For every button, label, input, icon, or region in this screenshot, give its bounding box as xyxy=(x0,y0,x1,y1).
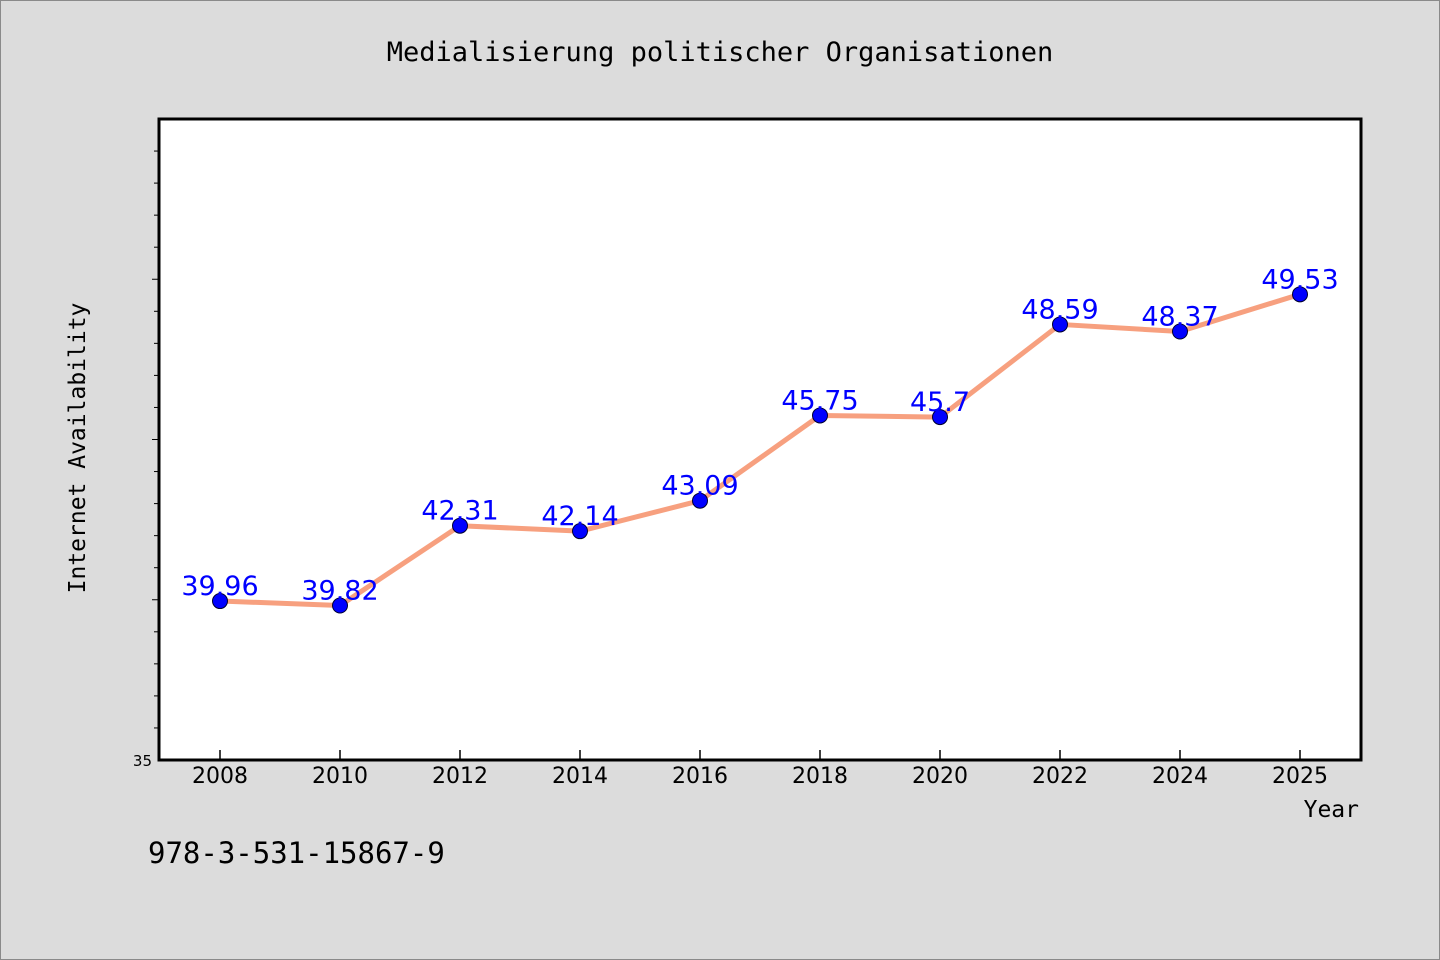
y-axis-label: Internet Availability xyxy=(65,303,91,594)
y-tick-label: 35 xyxy=(133,752,152,770)
x-axis-label: Year xyxy=(1304,797,1359,823)
data-label: 48.59 xyxy=(1021,294,1098,325)
y-axis-ticks xyxy=(152,150,159,729)
data-point xyxy=(1292,286,1308,303)
x-axis-ticks xyxy=(219,750,1301,760)
data-label: 43.09 xyxy=(661,471,738,502)
data-point xyxy=(572,523,588,540)
data-point xyxy=(692,492,708,509)
data-point xyxy=(452,517,468,534)
x-tick-label: 2025 xyxy=(1272,764,1328,789)
x-tick-label: 2010 xyxy=(312,764,368,789)
data-labels: 39.96 39.82 42.31 42.14 43.09 45.75 45.7 48.59 4… xyxy=(181,264,1338,606)
x-tick-label: 2008 xyxy=(192,764,248,789)
data-label: 49.53 xyxy=(1261,264,1338,295)
isbn-text: 978-3-531-15867-9 xyxy=(148,836,445,870)
series-markers xyxy=(212,286,1308,614)
plot-area xyxy=(157,117,1363,762)
data-label: 39.96 xyxy=(181,571,258,602)
data-point xyxy=(212,593,228,610)
x-tick-label: 2012 xyxy=(432,764,488,789)
data-point xyxy=(1172,323,1188,340)
series-line xyxy=(217,291,1303,609)
data-point xyxy=(812,407,828,424)
x-tick-label: 2022 xyxy=(1032,764,1088,789)
data-point xyxy=(1052,316,1068,333)
data-point xyxy=(932,409,948,426)
x-tick-label: 2024 xyxy=(1152,764,1208,789)
chart-title: Medialisierung politischer Organisatione… xyxy=(387,37,1053,68)
x-tick-label: 2016 xyxy=(672,764,728,789)
data-point xyxy=(332,597,348,614)
data-label: 45.7 xyxy=(910,387,970,418)
data-label: 45.75 xyxy=(781,385,858,416)
data-label: 39.82 xyxy=(301,576,378,607)
data-label: 48.37 xyxy=(1141,301,1218,332)
x-tick-label: 2018 xyxy=(792,764,848,789)
x-tick-label: 2020 xyxy=(912,764,968,789)
x-tick-label: 2014 xyxy=(552,764,608,789)
data-label: 42.14 xyxy=(541,501,618,532)
x-axis-tick-labels: 2008 2010 2012 2014 2016 2018 2020 2022 2024 2025 xyxy=(192,764,1328,789)
data-label: 42.31 xyxy=(421,496,498,527)
